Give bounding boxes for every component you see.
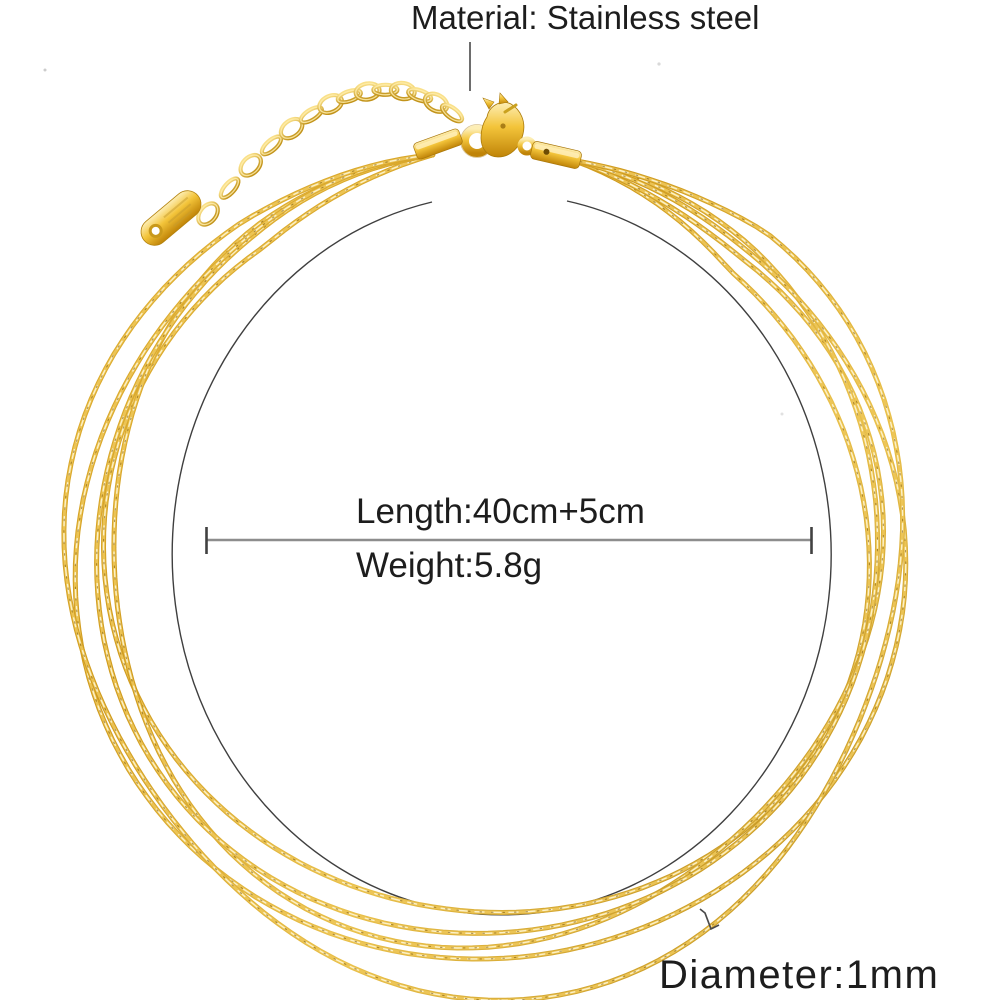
chain-link [335, 87, 363, 105]
chain-link [218, 176, 241, 200]
chain-strands [61, 152, 909, 1000]
lobster-clasp-icon [460, 92, 537, 158]
chain-link [422, 91, 450, 114]
diameter-pointer [699, 908, 720, 931]
chain-link [439, 102, 465, 124]
diameter-label: Diameter:1mm [659, 953, 940, 997]
dust-speck [43, 68, 47, 72]
crimp-end-left [413, 128, 463, 160]
chain-link [196, 201, 220, 227]
chain-strand [113, 154, 885, 949]
dust-speck [780, 412, 784, 416]
chain-strand [63, 154, 904, 1000]
dust-speck [657, 62, 661, 66]
chain-link [238, 152, 263, 178]
tag-engraving [163, 196, 193, 227]
tag-hole [148, 223, 163, 238]
chain-link [317, 92, 345, 116]
length-measure-line [205, 527, 813, 554]
chain-link [388, 80, 417, 102]
chain-link [259, 134, 284, 157]
chain-strand [96, 154, 879, 934]
brand-tag [140, 190, 202, 246]
chain-link [353, 81, 382, 102]
extension-chain [196, 80, 465, 227]
chain-link [406, 87, 434, 104]
length-label: Length:40cm+5cm [356, 492, 645, 531]
chain-strand [74, 154, 907, 960]
material-label: Material: Stainless steel [411, 0, 760, 36]
crimp-end-right [530, 141, 582, 169]
weight-label: Weight:5.8g [356, 546, 543, 585]
chain-link [371, 82, 400, 97]
